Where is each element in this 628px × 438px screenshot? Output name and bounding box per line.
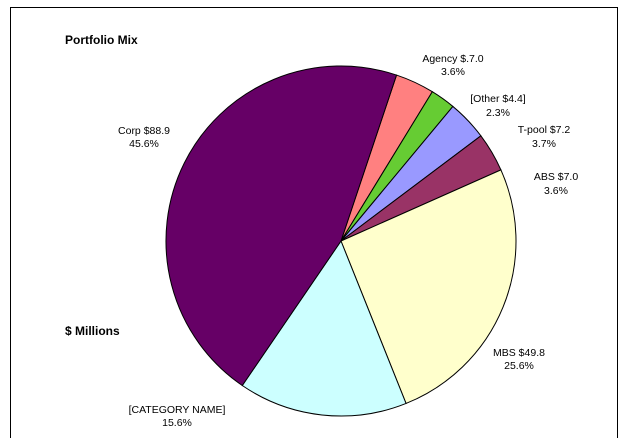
slice-label-agency-percent: 3.6% <box>441 66 465 78</box>
unit-label: $ Millions <box>65 324 120 338</box>
slice-label-mbs-percent: 25.6% <box>504 360 534 372</box>
slice-label-tpool-percent: 3.7% <box>532 138 556 150</box>
slice-label-agency-name: Agency $.7.0 <box>422 53 483 65</box>
slice-label-mbs-name: MBS $49.8 <box>493 347 545 359</box>
slice-label-category-name: [CATEGORY NAME] <box>129 404 226 416</box>
pie-slice-category-name <box>241 239 407 417</box>
pie-slices <box>165 65 517 417</box>
slice-label-abs-name: ABS $7.0 <box>534 171 579 183</box>
slice-label-corp-percent: 45.6% <box>129 138 159 150</box>
pie-slice-corp <box>165 65 398 387</box>
pie-slice-mbs <box>340 169 517 405</box>
slice-label-tpool-name: T-pool $7.2 <box>518 124 571 136</box>
slice-label-other-percent: 2.3% <box>486 107 510 119</box>
chart-title: Portfolio Mix <box>65 33 138 47</box>
slice-label-category-percent: 15.6% <box>162 417 192 429</box>
slice-label-other-name: [Other $4.4] <box>470 93 526 105</box>
slice-label-corp-name: Corp $88.9 <box>118 125 170 137</box>
slice-label-abs-percent: 3.6% <box>544 185 568 197</box>
